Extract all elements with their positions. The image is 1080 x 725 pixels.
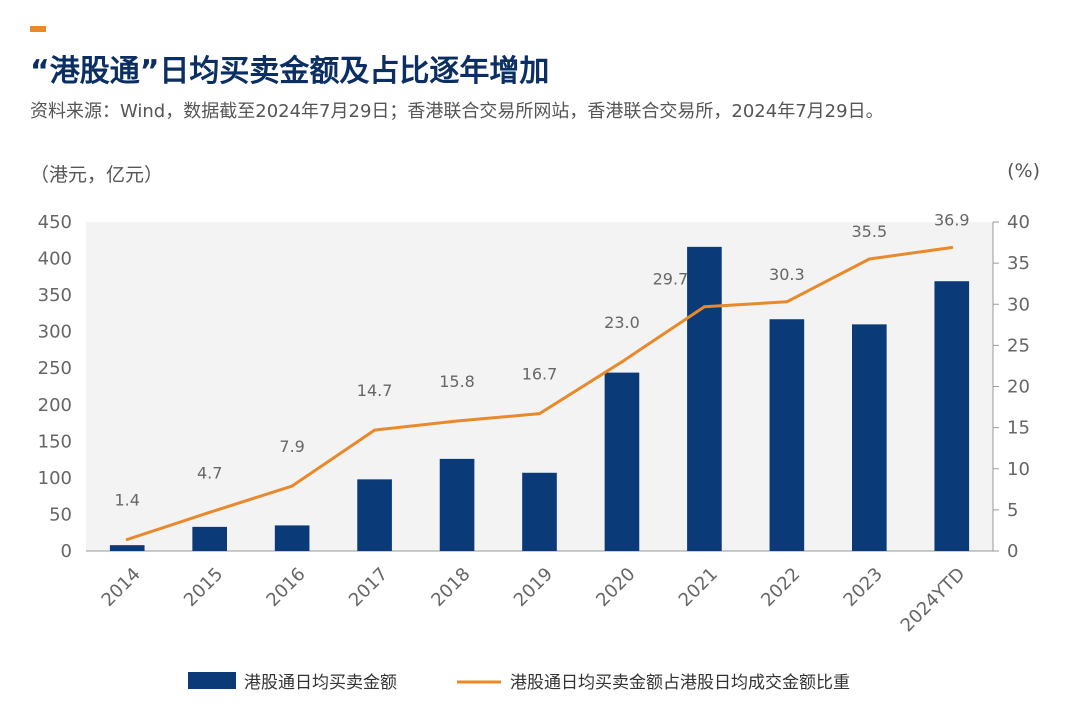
x-tick-label: 2017 (345, 564, 392, 611)
bar (109, 545, 145, 551)
bar (769, 319, 805, 551)
bar (192, 526, 227, 551)
line-point (538, 412, 541, 416)
y-right-tick-label: 0 (1007, 541, 1018, 562)
line-data-label: 4.7 (197, 463, 222, 482)
source-note: 资料来源：Wind，数据截至2024年7月29日；香港联合交易所网站，香港联合交… (30, 101, 884, 122)
x-tick-label: 2021 (675, 564, 722, 611)
line-point (620, 360, 624, 364)
y-left-tick-label: 150 (38, 431, 72, 452)
line-point (125, 537, 129, 541)
line-point (702, 305, 706, 309)
y-left-tick-label: 250 (38, 358, 72, 379)
bar (439, 458, 475, 551)
line-data-label: 7.9 (279, 437, 304, 456)
y-left-tick-label: 0 (61, 541, 72, 562)
bar (357, 479, 392, 551)
y-left-tick-label: 50 (49, 504, 72, 525)
line-point (208, 510, 212, 514)
line-data-label: 30.3 (769, 265, 805, 284)
line-data-label: 23.0 (604, 313, 640, 332)
x-tick-label: 2014 (98, 564, 145, 611)
y-right-tick-label: 30 (1007, 294, 1030, 315)
line-data-label: 14.7 (357, 381, 393, 400)
y-right-tick-label: 10 (1007, 459, 1030, 480)
bar (604, 372, 640, 551)
line-data-label: 16.7 (522, 365, 558, 384)
y-left-tick-label: 200 (38, 395, 72, 416)
y-right-tick-label: 15 (1007, 418, 1030, 439)
line-point (373, 428, 377, 432)
x-tick-label: 2018 (427, 564, 474, 611)
line-point (867, 257, 871, 261)
y-left-tick-label: 350 (38, 285, 72, 306)
title-accent-bar (30, 26, 46, 32)
bar (852, 324, 887, 551)
right-axis-unit: (%) (1007, 160, 1040, 182)
line-data-label: 36.9 (934, 210, 970, 229)
x-tick-label: 2023 (840, 564, 887, 611)
line-data-label: 1.4 (115, 490, 140, 509)
line-point (290, 484, 294, 488)
y-right-tick-label: 35 (1007, 253, 1030, 274)
y-left-tick-label: 300 (38, 322, 72, 343)
page-title: “港股通”日均买卖金额及占比逐年增加 (30, 54, 550, 89)
line-point (950, 245, 954, 249)
line-point (785, 300, 789, 304)
y-right-tick-label: 40 (1007, 212, 1030, 233)
line-data-label: 35.5 (852, 222, 888, 241)
x-tick-label: 2022 (757, 564, 804, 611)
y-right-tick-label: 25 (1007, 335, 1030, 356)
x-tick-label: 2016 (262, 564, 309, 611)
left-axis-unit: （港元，亿元） (30, 164, 164, 186)
line-data-label: 15.8 (439, 372, 475, 391)
bar (934, 281, 970, 551)
y-left-tick-label: 100 (38, 468, 72, 489)
x-tick-label: 2019 (510, 564, 557, 611)
bar (274, 525, 310, 551)
legend-bar-swatch (188, 672, 236, 689)
y-left-tick-label: 400 (38, 249, 72, 270)
line-point (455, 419, 459, 423)
y-right-tick-label: 20 (1007, 377, 1030, 398)
legend-line-label: 港股通日均买卖金额占港股日均成交金额比重 (510, 673, 850, 693)
x-tick-label: 2024YTD (897, 564, 970, 637)
line-data-label: 29.7 (653, 270, 689, 289)
x-tick-label: 2015 (180, 564, 227, 611)
x-tick-label: 2020 (592, 564, 639, 611)
y-right-tick-label: 5 (1007, 500, 1018, 521)
legend-bar-label: 港股通日均买卖金额 (244, 673, 397, 693)
bar (522, 472, 557, 551)
y-left-tick-label: 450 (38, 212, 72, 233)
bar (687, 246, 722, 551)
